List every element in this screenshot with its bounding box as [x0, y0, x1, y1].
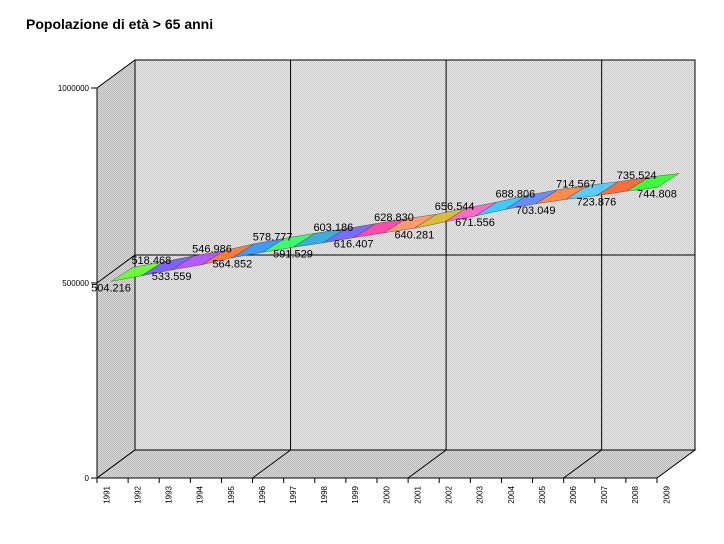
data-label: 578.777: [253, 231, 293, 243]
x-tick-label: 2008: [631, 485, 640, 503]
x-tick-label: 1999: [351, 485, 360, 503]
data-label: 518.468: [131, 255, 171, 267]
data-label: 688.806: [495, 188, 535, 200]
data-label: 546.986: [192, 244, 232, 256]
x-tick-label: 1993: [165, 485, 174, 503]
data-label: 533.559: [152, 271, 192, 283]
x-tick-label: 2000: [382, 485, 391, 503]
floor: [97, 450, 695, 478]
data-label: 656.544: [435, 201, 475, 213]
x-tick-label: 1992: [133, 485, 142, 503]
data-label: 671.556: [455, 217, 495, 229]
data-label: 640.281: [394, 229, 434, 241]
x-tick-label: 2005: [538, 485, 547, 503]
data-label: 504.216: [91, 282, 131, 294]
x-tick-label: 2004: [507, 485, 516, 503]
data-label: 703.049: [516, 205, 556, 217]
data-label: 744.808: [637, 189, 677, 201]
data-label: 616.407: [334, 239, 374, 251]
x-tick-label: 2009: [662, 485, 671, 503]
data-label: 714.567: [556, 178, 596, 190]
data-label: 564.852: [212, 259, 252, 271]
x-tick-label: 1995: [227, 485, 236, 503]
data-label: 628.830: [374, 212, 414, 224]
data-label: 603.186: [313, 222, 353, 234]
x-tick-label: 2002: [445, 485, 454, 503]
data-label: 591.529: [273, 248, 313, 260]
x-tick-label: 1994: [196, 485, 205, 503]
x-tick-label: 2007: [600, 485, 609, 503]
data-label: 735.524: [617, 170, 657, 182]
x-tick-label: 1998: [320, 485, 329, 503]
x-tick-label: 2001: [413, 485, 422, 503]
data-label: 723.876: [576, 197, 616, 209]
x-tick-label: 1991: [102, 485, 111, 503]
x-tick-label: 2006: [569, 485, 578, 503]
x-tick-label: 1996: [258, 485, 267, 503]
x-tick-label: 2003: [476, 485, 485, 503]
y-tick-label: 0: [85, 474, 90, 483]
y-tick-label: 500000: [62, 279, 89, 288]
x-tick-label: 1997: [289, 485, 298, 503]
y-tick-label: 1000000: [58, 84, 90, 93]
